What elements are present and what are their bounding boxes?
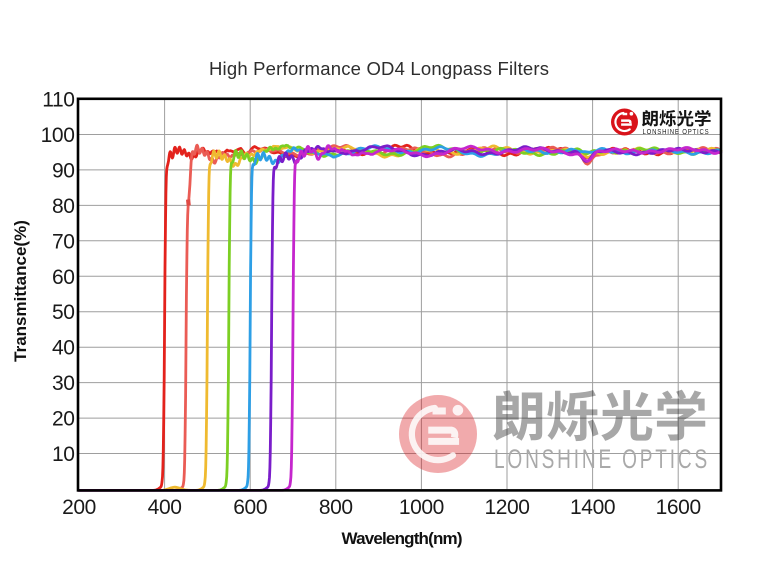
svg-text:100: 100 xyxy=(41,124,75,147)
svg-text:1200: 1200 xyxy=(484,496,529,519)
svg-text:30: 30 xyxy=(52,372,75,395)
svg-text:20: 20 xyxy=(52,408,75,431)
svg-text:LONSHINE OPTICS: LONSHINE OPTICS xyxy=(494,444,710,474)
svg-text:600: 600 xyxy=(233,496,267,519)
svg-text:40: 40 xyxy=(52,337,75,360)
svg-text:Wavelength(nm): Wavelength(nm) xyxy=(342,529,463,548)
svg-text:400: 400 xyxy=(148,496,182,519)
svg-text:60: 60 xyxy=(52,266,75,289)
svg-text:High Performance OD4 Longpass: High Performance OD4 Longpass Filters xyxy=(209,58,549,79)
svg-text:1000: 1000 xyxy=(399,496,444,519)
svg-text:10: 10 xyxy=(52,443,75,466)
svg-text:Transmittance(%): Transmittance(%) xyxy=(11,220,30,362)
svg-text:70: 70 xyxy=(52,230,75,253)
svg-text:50: 50 xyxy=(52,301,75,324)
svg-text:1400: 1400 xyxy=(570,496,615,519)
svg-text:80: 80 xyxy=(52,195,75,218)
svg-text:LONSHINE OPTICS: LONSHINE OPTICS xyxy=(643,127,710,136)
svg-text:1600: 1600 xyxy=(656,496,701,519)
svg-text:200: 200 xyxy=(62,496,96,519)
svg-text:110: 110 xyxy=(42,89,74,112)
svg-text:800: 800 xyxy=(319,496,353,519)
svg-text:90: 90 xyxy=(52,159,75,182)
